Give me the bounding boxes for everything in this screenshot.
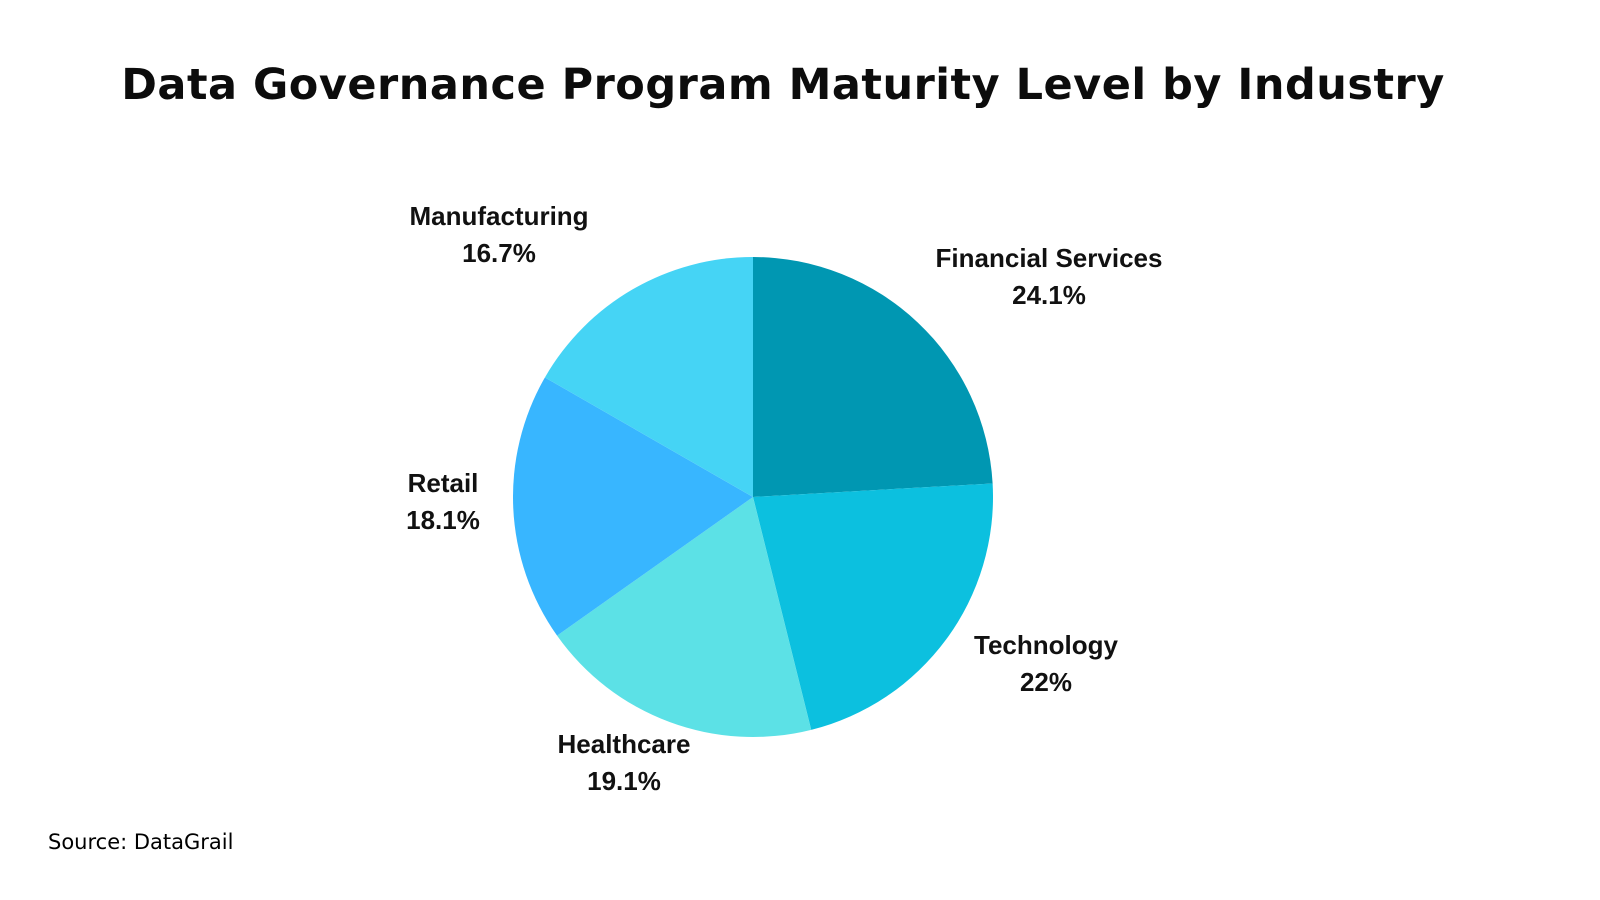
pie-slice-manufacturing — [544, 257, 753, 497]
slice-label-manufacturing: Manufacturing 16.7% — [409, 198, 588, 272]
pie-chart — [513, 257, 993, 737]
pie-slice-healthcare — [557, 497, 812, 737]
slice-percentage: 24.1% — [1012, 280, 1086, 310]
pie-slice-financial-services — [753, 257, 993, 497]
pie-slice-technology — [753, 483, 993, 730]
slice-name: Financial Services — [935, 243, 1163, 273]
pie-slice-retail — [513, 377, 753, 636]
slice-label-technology: Technology 22% — [974, 627, 1118, 701]
slice-percentage: 18.1% — [406, 505, 480, 535]
slice-name: Healthcare — [557, 729, 691, 759]
chart-title: Data Governance Program Maturity Level b… — [121, 60, 1445, 110]
slice-percentage: 22% — [1019, 667, 1073, 697]
slice-percentage: 16.7% — [462, 238, 536, 268]
source-attribution: Source: DataGrail — [48, 830, 234, 854]
slice-label-financial-services: Financial Services 24.1% — [936, 240, 1163, 314]
slice-name: Manufacturing — [409, 201, 589, 231]
slice-label-retail: Retail 18.1% — [406, 465, 480, 539]
slice-name: Retail — [407, 468, 479, 498]
slice-percentage: 19.1% — [587, 766, 661, 796]
slice-label-healthcare: Healthcare 19.1% — [558, 726, 691, 800]
slice-name: Technology — [974, 630, 1118, 660]
